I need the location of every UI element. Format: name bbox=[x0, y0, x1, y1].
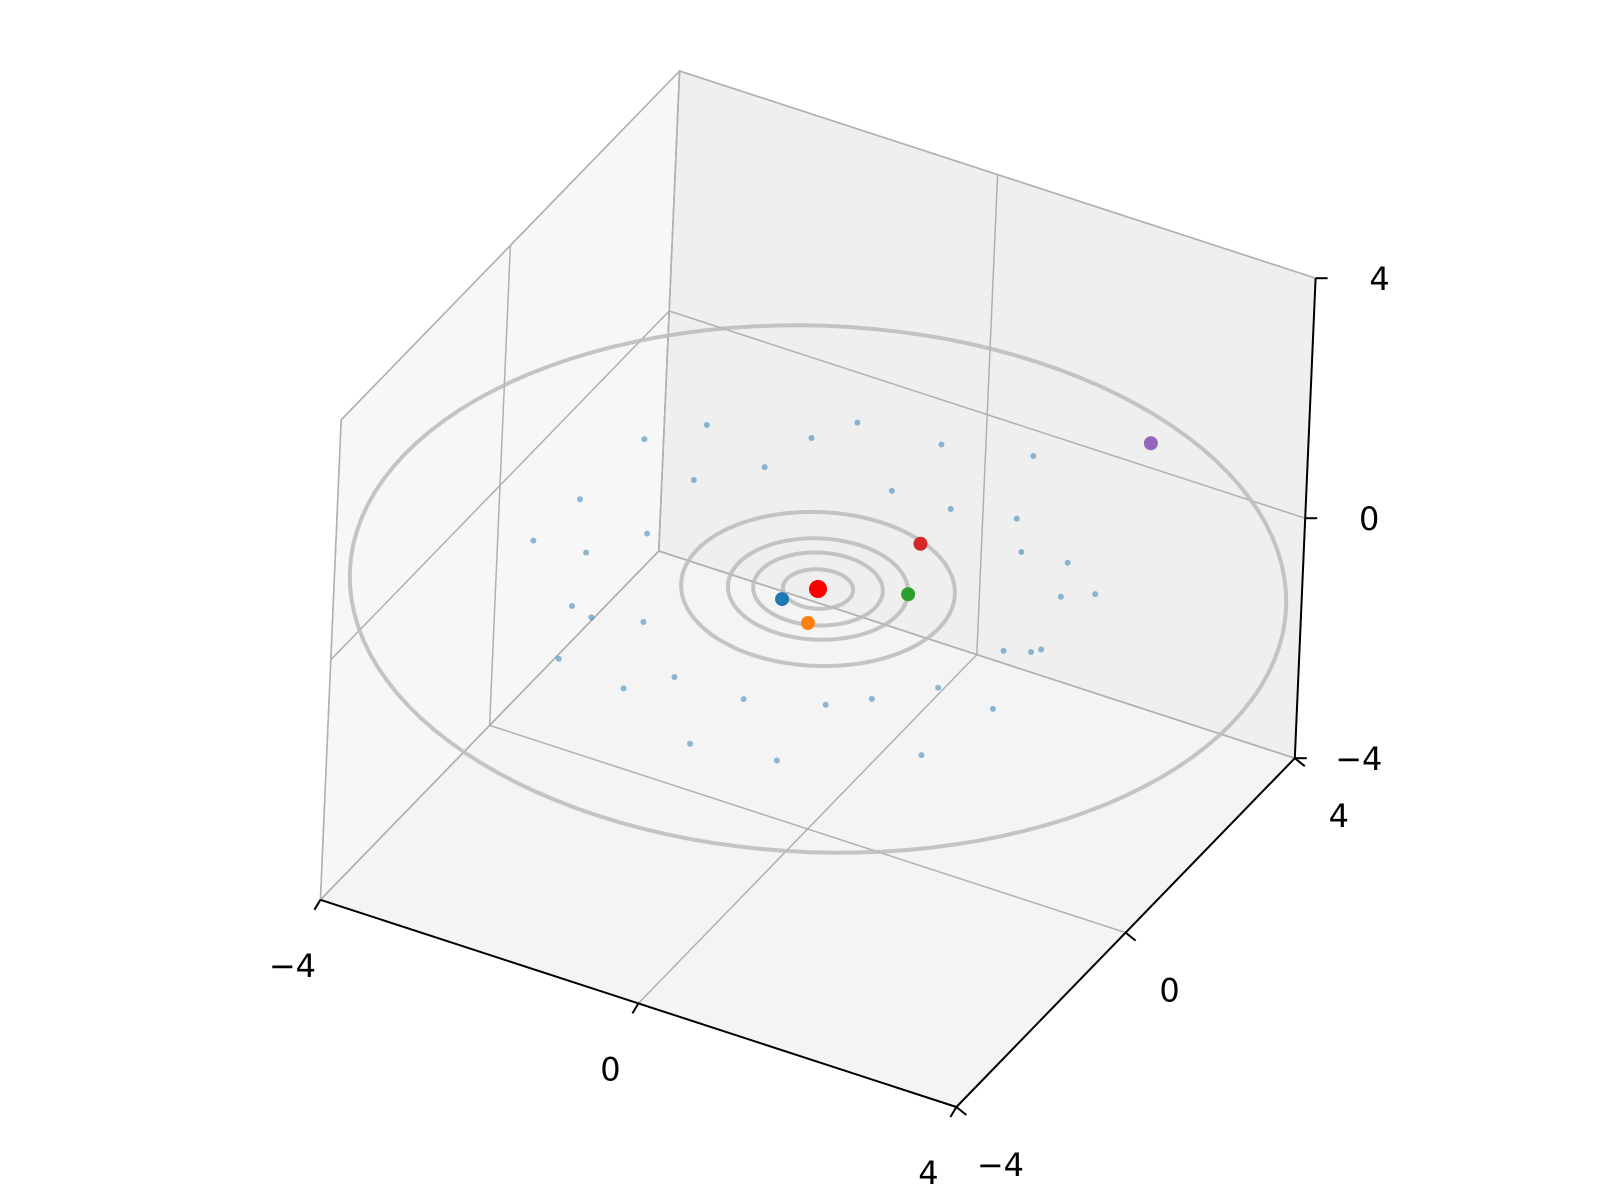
sun bbox=[809, 580, 827, 598]
z-tick-label: 0 bbox=[1359, 500, 1379, 538]
y-tick bbox=[1294, 757, 1306, 767]
grid-line bbox=[319, 550, 660, 901]
grid-line bbox=[679, 70, 1316, 279]
asteroid bbox=[687, 740, 694, 747]
y-tick-label: −4 bbox=[977, 1146, 1024, 1184]
x-tick bbox=[313, 899, 322, 911]
asteroid bbox=[1038, 646, 1045, 653]
asteroid bbox=[1027, 648, 1034, 655]
asteroid bbox=[620, 685, 627, 692]
x-tick-label: 4 bbox=[918, 1154, 938, 1192]
planet bbox=[800, 616, 815, 631]
x-tick bbox=[949, 1106, 958, 1118]
asteroid bbox=[989, 705, 996, 712]
asteroid bbox=[822, 701, 829, 708]
planet bbox=[913, 536, 928, 551]
asteroid bbox=[935, 684, 942, 691]
asteroid bbox=[577, 496, 584, 503]
x-tick-label: −4 bbox=[269, 947, 316, 985]
asteroid bbox=[703, 422, 710, 429]
asteroid bbox=[530, 537, 537, 544]
asteroid bbox=[1000, 647, 1007, 654]
asteroid bbox=[740, 696, 747, 703]
asteroid bbox=[938, 441, 945, 448]
grid-line bbox=[330, 310, 670, 661]
asteroid bbox=[1013, 515, 1020, 522]
asteroid bbox=[854, 419, 861, 426]
x-tick-label: 0 bbox=[600, 1050, 620, 1088]
asteroid bbox=[640, 618, 647, 625]
asteroid bbox=[888, 487, 895, 494]
asteroid bbox=[588, 614, 595, 621]
x-tick bbox=[631, 1002, 640, 1014]
asteroid bbox=[641, 436, 648, 443]
asteroid bbox=[1064, 559, 1071, 566]
y-tick-label: 0 bbox=[1159, 972, 1179, 1010]
y-tick-label: 4 bbox=[1329, 797, 1349, 835]
asteroid bbox=[947, 505, 954, 512]
grid-line bbox=[658, 550, 1296, 759]
orbit bbox=[679, 509, 957, 669]
orbit bbox=[780, 567, 856, 611]
asteroid bbox=[555, 655, 562, 662]
z-tick-label: −4 bbox=[1335, 740, 1382, 778]
asteroid bbox=[1018, 549, 1025, 556]
asteroid bbox=[1030, 452, 1037, 459]
asteroid bbox=[583, 549, 590, 556]
asteroid bbox=[1092, 591, 1099, 598]
asteroid bbox=[808, 435, 815, 442]
y-tick bbox=[1124, 931, 1137, 942]
asteroid bbox=[761, 464, 768, 471]
asteroid bbox=[671, 673, 678, 680]
asteroid bbox=[1057, 593, 1064, 600]
grid-line bbox=[668, 310, 1306, 519]
planet bbox=[1143, 436, 1158, 451]
z-tick-label: 4 bbox=[1369, 260, 1389, 298]
asteroid bbox=[868, 695, 875, 702]
asteroid bbox=[773, 757, 780, 764]
asteroid bbox=[918, 752, 925, 759]
orbit bbox=[347, 323, 1289, 855]
asteroid bbox=[568, 603, 575, 610]
orbit bbox=[726, 536, 910, 642]
planet bbox=[901, 587, 916, 602]
orbit bbox=[751, 550, 885, 628]
grid-line bbox=[489, 724, 1126, 934]
asteroid bbox=[644, 530, 651, 537]
y-tick bbox=[955, 1106, 968, 1116]
planet bbox=[775, 592, 790, 607]
grid-line bbox=[340, 70, 681, 421]
asteroid bbox=[690, 477, 697, 484]
